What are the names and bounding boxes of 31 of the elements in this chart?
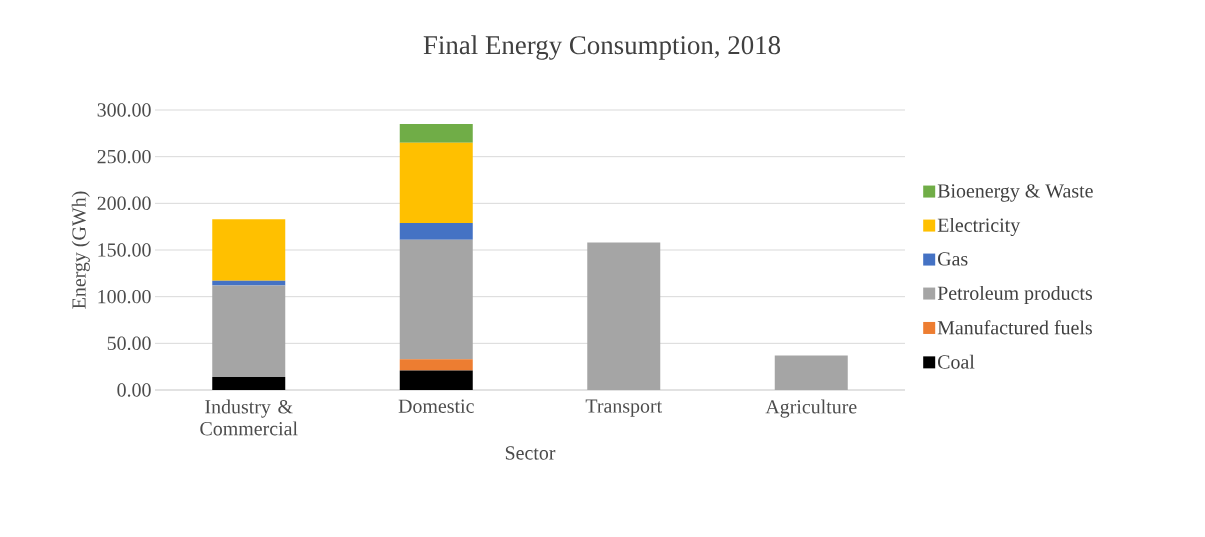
bar (212, 376, 286, 390)
y-tick-label: 250.00 (97, 149, 151, 164)
y-tick-label: 0.00 (117, 383, 151, 397)
y-tick-label: 200.00 (97, 196, 151, 211)
x-tick-label: Industry & Commercial (200, 399, 298, 436)
legend-label: Bioenergy & Waste (937, 184, 1093, 202)
bar (212, 219, 286, 281)
bar (399, 370, 473, 390)
y-tick-label: 50.00 (107, 336, 151, 351)
y-tick-label: 100.00 (98, 289, 151, 304)
legend-label: Electricity (937, 217, 1021, 237)
y-axis-title: Energy (GWh) (71, 191, 90, 309)
bar (399, 239, 473, 360)
x-tick-label: Agriculture (765, 399, 857, 418)
bar (587, 242, 661, 390)
x-tick-label: Domestic (398, 399, 474, 413)
legend-label: Gas (938, 252, 968, 266)
bar (399, 222, 473, 240)
chart-title: Final Energy Consumption, 2018 (423, 35, 781, 60)
x-tick-label: Transport (585, 399, 663, 417)
bar (212, 285, 286, 377)
legend-label: Coal (938, 354, 975, 369)
x-axis-title: Sector (505, 446, 556, 460)
y-tick-label: 300.00 (97, 103, 151, 117)
legend-label: Petroleum products (937, 285, 1092, 304)
y-tick-label: 150.00 (98, 243, 151, 257)
bar (399, 124, 473, 143)
legend-label: Manufactured fuels (937, 320, 1092, 335)
bar (399, 142, 473, 223)
bar (774, 355, 848, 390)
bar (399, 359, 473, 371)
